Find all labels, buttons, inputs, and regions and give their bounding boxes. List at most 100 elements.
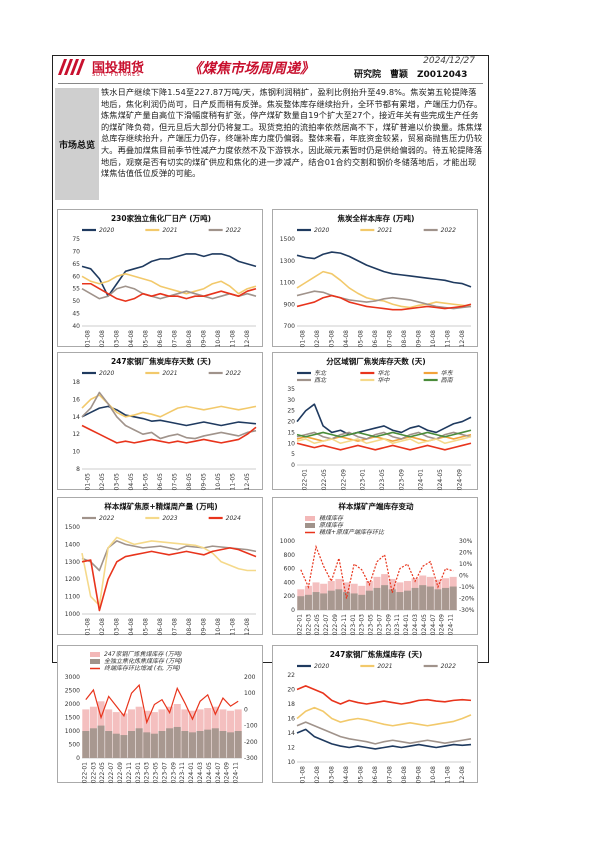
- x-tick-label: 09-08: [200, 618, 207, 636]
- x-tick-label: 2022-07: [108, 762, 115, 784]
- logo: 国投期货 SDIC FUTURES: [58, 57, 168, 81]
- y-tick-label: 14: [72, 414, 80, 421]
- x-tick-label: 2022-09: [340, 469, 347, 491]
- y-tick-label: 1200: [65, 576, 80, 583]
- chart-panel-4: 分区域钢厂焦炭库存天数 (天) 东北 华北 华东 西北 华中 西南 35 30 25 20 15 10 5…: [272, 352, 478, 491]
- x-tick-label: 06-08: [157, 618, 164, 636]
- series-line: [296, 435, 472, 445]
- bar-mark: [105, 731, 113, 758]
- y-tick-label: 20: [287, 687, 295, 694]
- series-line: [296, 270, 472, 309]
- x-tick-label: 2024-01: [403, 614, 410, 636]
- chart-svg-1: 230家独立焦化厂日产 (万吨) 2020 2021 2022 75 70 65 60 55 50…: [72, 213, 257, 348]
- x-tick-label: 02-08: [314, 330, 321, 348]
- y-right-tick-label: -300: [244, 755, 258, 762]
- x-tick-label: 2024-09: [224, 762, 231, 784]
- x-tick-label: 2024-03: [197, 762, 204, 784]
- x-tick-label: 2023-09: [170, 762, 177, 784]
- page-frame: [52, 55, 489, 663]
- chart-title: 样本煤矿焦原+精煤周产量 (万吨): [104, 501, 217, 511]
- x-tick-label: 03-08: [113, 330, 120, 348]
- y-tick-label: 14: [287, 730, 295, 737]
- y-tick-label: 20: [287, 419, 295, 426]
- legend-label: 精煤+原煤产端库存环比: [319, 528, 385, 536]
- series-line: [296, 721, 472, 745]
- bar-mark: [173, 726, 181, 758]
- bar-mark: [97, 725, 105, 758]
- x-tick-label: 11-08: [444, 766, 451, 784]
- x-tick-label: 11-08: [444, 330, 451, 348]
- x-tick-label: 12-08: [244, 618, 251, 636]
- y-tick-label: 35: [287, 386, 295, 393]
- x-tick-label: 12-08: [244, 330, 251, 348]
- bar-mark: [358, 594, 366, 610]
- x-tick-label: 08-08: [401, 766, 408, 784]
- chart-title: 247家钢厂炼焦煤库存 (天): [330, 649, 423, 659]
- legend-label: 华中: [377, 376, 390, 384]
- x-tick-label: 2023-01: [135, 762, 142, 784]
- x-tick-label: 2022-07: [323, 614, 330, 636]
- y-tick-label: 10: [72, 449, 80, 456]
- bar-mark: [403, 590, 411, 610]
- legend-label: 西北: [314, 377, 327, 384]
- x-tick-label: 2024-05: [437, 469, 444, 491]
- y-tick-label: 800: [284, 552, 296, 559]
- x-tick-label: 2023-05: [379, 469, 386, 491]
- chart-title: 样本煤矿产端库存变动: [339, 501, 414, 511]
- x-tick-label: 02-08: [314, 766, 321, 784]
- legend-swatch: [90, 652, 100, 657]
- legend-label: 2022: [99, 515, 114, 522]
- series-line: [81, 424, 257, 444]
- x-tick-label: 07-05: [171, 473, 178, 491]
- legend-label: 2022: [441, 227, 456, 234]
- report-date: 2024/12/27: [423, 56, 475, 66]
- x-tick-label: 07-08: [171, 330, 178, 348]
- bar-mark: [188, 732, 196, 758]
- x-tick-label: 05-08: [357, 330, 364, 348]
- chart-panel-6: 样本煤矿产端库存变动 精煤库存 原煤库存 精煤+原煤产端库存环比 1000 800 600 4…: [272, 497, 478, 636]
- x-tick-label: 12-08: [459, 330, 466, 348]
- x-tick-label: 02-08: [99, 618, 106, 636]
- y-tick-label: 16: [287, 716, 295, 723]
- x-tick-label: 2023-03: [144, 762, 151, 784]
- x-tick-label: 10-05: [215, 473, 222, 491]
- x-tick-label: 2024-07: [430, 614, 437, 636]
- chart-title: 230家独立焦化厂日产 (万吨): [111, 213, 211, 223]
- chart-panel-8: 247家钢厂炼焦煤库存 (天) 2020 2021 2022 22 20 18 16 14 12 1…: [272, 645, 478, 783]
- y-tick-label: 1300: [65, 559, 80, 566]
- x-tick-label: 01-08: [84, 330, 91, 348]
- x-tick-label: 2023-01: [360, 469, 367, 491]
- legend-label: 2023: [162, 515, 177, 522]
- x-tick-label: 01-08: [299, 766, 306, 784]
- bar-mark: [143, 732, 151, 758]
- x-tick-label: 02-08: [99, 330, 106, 348]
- x-tick-label: 06-08: [372, 766, 379, 784]
- y-tick-label: 50: [72, 298, 80, 305]
- y-tick-label: 700: [284, 323, 296, 330]
- chart-panel-3: 247家钢厂焦炭库存天数 (天) 2020 2021 2022 18 16 14 12 10 8 0…: [57, 352, 263, 490]
- y-tick-label: 75: [72, 236, 80, 243]
- summary-text: 铁水日产继续下降1.54至227.87万吨/天，炼钢利润稍扩，盈利比例抬升至49…: [101, 87, 483, 179]
- y-right-tick-label: 200: [244, 674, 256, 681]
- x-tick-label: 2022-03: [305, 614, 312, 636]
- chart-svg-7: 247家钢厂炼焦煤库存 (万吨)全独立焦化炼焦煤库存 (万吨)终端库存环比增减 …: [65, 650, 258, 784]
- chart-panel-7: 247家钢厂炼焦煤库存 (万吨) 全独立焦化炼焦煤库存 (万吨) 终端库存环比增减 …: [57, 645, 263, 784]
- bar-mark: [434, 589, 442, 610]
- chart-panel-1: 230家独立焦化厂日产 (万吨) 2020 2021 2022 75 70 65 60 55 50…: [57, 209, 263, 347]
- legend-label: 华北: [377, 369, 390, 377]
- x-tick-label: 04-08: [343, 766, 350, 784]
- bar-mark: [234, 731, 242, 758]
- x-tick-label: 05-05: [142, 473, 149, 491]
- chart-svg-3: 247家钢厂焦炭库存天数 (天)2020 2021 2022181614121080…: [72, 356, 257, 491]
- series-line: [81, 391, 257, 440]
- legend-label: 2021: [162, 227, 177, 234]
- x-tick-label: 09-05: [200, 473, 207, 491]
- report-author: 研究院 曹颖 Z0012043: [354, 70, 468, 80]
- legend-label: 2020: [314, 663, 329, 670]
- x-tick-label: 08-08: [186, 618, 193, 636]
- bar-mark: [204, 729, 212, 758]
- chart-title: 247家钢厂焦炭库存天数 (天): [111, 356, 211, 366]
- bar-mark: [327, 590, 335, 610]
- x-tick-label: 08-08: [401, 330, 408, 348]
- x-tick-label: 2023-05: [153, 762, 160, 784]
